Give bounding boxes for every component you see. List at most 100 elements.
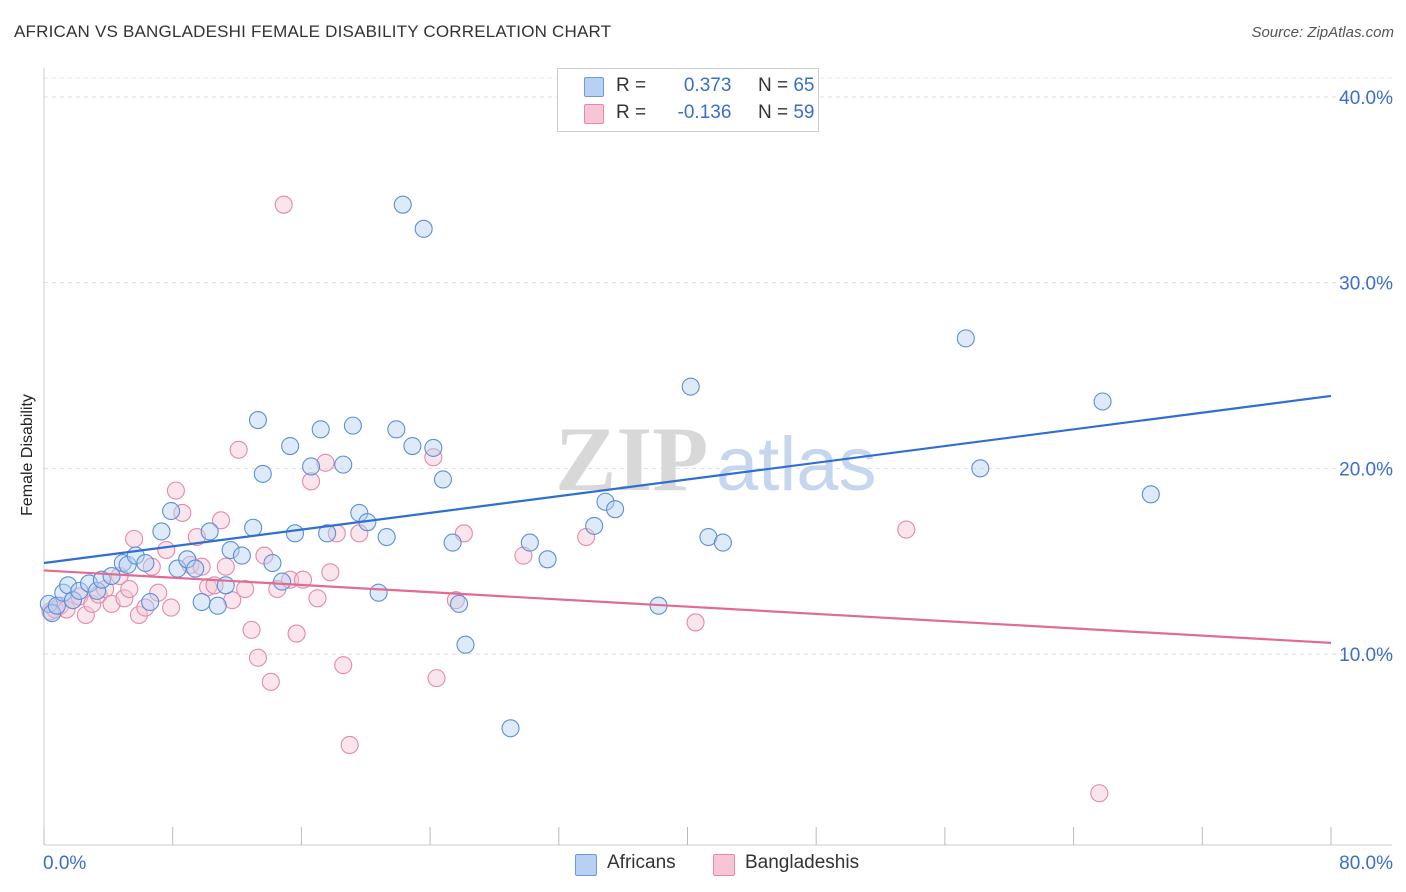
- africans-point: [387, 420, 406, 439]
- africans-point: [221, 540, 240, 560]
- y-tick-label: 30.0%: [1339, 274, 1393, 295]
- tick-labels: 10.0% 20.0% 30.0% 40.0% 0.0% 80.0%: [43, 88, 1393, 874]
- africans-point: [450, 594, 469, 613]
- africans-point: [377, 527, 396, 547]
- bangladeshis-point: [248, 648, 268, 667]
- africans-point: [520, 533, 539, 552]
- bangladeshis-point: [136, 598, 155, 617]
- gridlines: [44, 77, 1392, 655]
- bangladeshis-legend-swatch: [713, 854, 735, 876]
- bangladeshis-point: [308, 589, 327, 608]
- africans-point: [200, 522, 219, 541]
- africans-point: [318, 524, 337, 543]
- africans-point: [92, 570, 111, 589]
- africans-legend-swatch: [575, 854, 597, 876]
- africans-point: [606, 500, 625, 519]
- africans-point: [244, 518, 263, 537]
- africans-point: [369, 583, 388, 602]
- bangladeshis-point: [274, 195, 293, 214]
- africans-point: [334, 455, 353, 474]
- bangladeshis-n-value: 59: [793, 102, 815, 123]
- bangladeshis-point: [1090, 784, 1109, 803]
- africans-point: [585, 516, 604, 535]
- chart-title: AFRICAN VS BANGLADESHI FEMALE DISABILITY…: [14, 22, 612, 41]
- africans-point: [311, 420, 330, 439]
- africans-point: [253, 464, 272, 483]
- africans-point: [713, 533, 732, 552]
- africans-point: [956, 329, 975, 348]
- africans-point: [538, 550, 557, 569]
- africans-point: [232, 546, 251, 565]
- africans-point: [596, 492, 615, 511]
- bangladeshis-point: [424, 448, 443, 467]
- africans-point: [88, 581, 107, 600]
- africans-point: [208, 596, 227, 615]
- africans-point: [192, 592, 211, 612]
- bangladeshis-point: [120, 579, 139, 599]
- bangladeshis-point: [321, 563, 340, 582]
- legend-n-label: N =: [757, 102, 789, 123]
- africans-swatch: [584, 77, 604, 97]
- africans-point: [443, 533, 462, 552]
- legend-r-label: R =: [616, 75, 647, 96]
- bangladeshis-point: [115, 589, 134, 608]
- bangladeshis-trendline: [43, 569, 1332, 644]
- bangladeshis-point: [76, 605, 95, 625]
- bangladeshis-point: [302, 472, 321, 491]
- africans-point: [273, 572, 292, 591]
- africans-point: [343, 416, 362, 435]
- trendlines: [43, 394, 1332, 644]
- y-tick-label: 40.0%: [1339, 88, 1393, 109]
- x-tick-label-min: 0.0%: [43, 853, 86, 874]
- africans-point: [1093, 392, 1112, 411]
- bangladeshis-point: [192, 557, 211, 576]
- africans-point: [424, 438, 443, 457]
- bangladeshis-point: [173, 503, 192, 522]
- africans-point: [141, 592, 160, 612]
- africans-point: [186, 559, 205, 578]
- chart-source: Source: ZipAtlas.com: [1251, 24, 1394, 41]
- bangladeshis-point: [316, 453, 335, 472]
- bangladeshis-point: [287, 624, 306, 643]
- bangladeshis-point: [261, 672, 280, 691]
- bangladeshis-point: [340, 735, 359, 755]
- legend-r-label: R =: [616, 102, 647, 123]
- bangladeshis-point: [427, 669, 446, 688]
- bangladeshis-point: [166, 481, 185, 500]
- bangladeshis-r-value: -0.136: [677, 102, 732, 123]
- bangladeshis-point: [157, 540, 176, 560]
- africans-point: [152, 522, 171, 541]
- y-tick-label: 20.0%: [1339, 459, 1393, 480]
- bangladeshis-swatch: [584, 104, 604, 124]
- africans-points: [39, 195, 1160, 738]
- x-tick-label-max: 80.0%: [1339, 853, 1393, 874]
- africans-point: [414, 219, 433, 238]
- bangladeshis-point: [242, 620, 261, 639]
- bangladeshis-point: [211, 511, 231, 530]
- africans-point: [433, 470, 453, 489]
- bangladeshis-point: [897, 520, 916, 539]
- africans-point: [248, 411, 268, 430]
- africans-legend-label: Africans: [607, 852, 676, 873]
- axes: [43, 68, 1392, 846]
- bangladeshis-point: [236, 579, 255, 599]
- africans-point: [70, 581, 89, 600]
- africans-point: [971, 459, 990, 478]
- africans-point: [393, 195, 412, 214]
- africans-point: [63, 591, 83, 610]
- bangladeshis-legend-label: Bangladeshis: [745, 852, 860, 873]
- africans-point: [162, 501, 181, 521]
- africans-point: [302, 457, 321, 476]
- africans-point: [263, 553, 282, 573]
- africans-r-value: 0.373: [683, 75, 732, 96]
- correlation-legend: R = 0.373 N = 65 R = -0.136 N = 59: [557, 68, 819, 132]
- bangladeshis-point: [686, 613, 705, 632]
- africans-point: [281, 437, 300, 456]
- africans-point: [1141, 485, 1160, 504]
- africans-point: [501, 719, 520, 738]
- africans-trendline: [43, 394, 1332, 565]
- africans-point: [456, 635, 475, 654]
- africans-point: [681, 377, 700, 396]
- africans-n-value: 65: [793, 75, 815, 96]
